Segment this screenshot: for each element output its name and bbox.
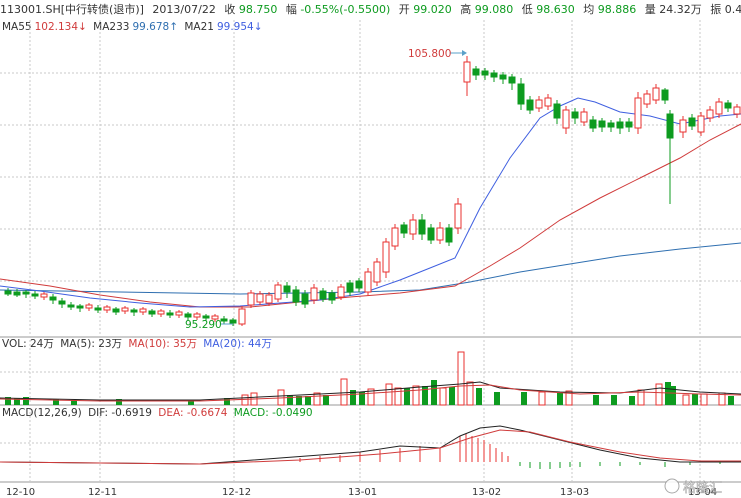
- x-tick-label: 13-01: [348, 487, 377, 498]
- ma55-label: MA55: [2, 21, 32, 33]
- high-marker-text: 105.800: [408, 48, 451, 60]
- low-marker-text: 95.290: [185, 319, 222, 331]
- macd-legend: MACD(12,26,9) DIF: -0.6919 DEA: -0.6674 …: [2, 406, 316, 420]
- x-axis: 12-10 12-11 12-12 13-01 13-02 13-03 13-0…: [6, 487, 717, 498]
- candlesticks: [4, 56, 741, 326]
- volume-label: 量: [644, 3, 656, 16]
- vol-label: VOL: 24万: [2, 338, 54, 350]
- open-value: 99.020: [413, 3, 452, 16]
- vol-ma5: MA(5): 23万: [60, 338, 123, 350]
- ma21-label: MA21: [184, 21, 214, 33]
- close-value: 98.750: [238, 3, 278, 16]
- high-value: 99.080: [474, 3, 514, 16]
- ma55-value: 102.134↓: [34, 21, 87, 33]
- macd-dea: DEA: -0.6674: [158, 407, 228, 419]
- price-grid: [0, 72, 741, 444]
- volume-legend: VOL: 24万 MA(5): 23万 MA(10): 35万 MA(20): …: [2, 337, 275, 351]
- low-value: 98.630: [536, 3, 575, 16]
- ma233-value: 99.678↑: [132, 21, 179, 33]
- ma55-line: [0, 123, 741, 308]
- avg-value: 98.886: [597, 3, 637, 16]
- watermark-logo-icon: [664, 478, 680, 494]
- symbol-label[interactable]: 113001.SH[中行转债(退市)]: [0, 3, 144, 16]
- x-tick-label: 12-10: [6, 487, 35, 498]
- low-label: 低: [521, 3, 533, 16]
- date-label: 2013/07/22: [152, 3, 216, 16]
- watermark: 格隆汇: [664, 478, 722, 496]
- high-annotation: 105.800: [408, 48, 467, 60]
- ma233-label: MA233: [93, 21, 130, 33]
- ma233-line: [0, 242, 741, 295]
- macd-label: MACD(12,26,9): [2, 407, 82, 419]
- amplitude-value: 0.45%: [724, 3, 741, 16]
- quote-header: 113001.SH[中行转债(退市)] 2013/07/22 收 98.750 …: [0, 0, 741, 20]
- avg-label: 均: [583, 3, 595, 16]
- macd-dif: DIF: -0.6919: [88, 407, 152, 419]
- x-tick-label: 12-12: [222, 487, 251, 498]
- ma-legend: MA55 102.134↓ MA233 99.678↑ MA21 99.954↓: [2, 20, 266, 34]
- volume-value: 24.32万: [659, 3, 702, 16]
- ma21-line: [0, 97, 741, 308]
- change-value: -0.55%(-0.5500): [300, 3, 391, 16]
- watermark-text: 格隆汇: [683, 480, 722, 496]
- high-label: 高: [460, 3, 472, 16]
- macd-value: MACD: -0.0490: [233, 407, 313, 419]
- close-label: 收: [224, 3, 236, 16]
- ma21-value: 99.954↓: [216, 21, 263, 33]
- macd-histogram: [0, 425, 741, 469]
- x-tick-label: 12-11: [88, 487, 117, 498]
- x-tick-label: 13-04: [688, 487, 717, 498]
- amplitude-label: 振: [710, 3, 722, 16]
- volume-bars: [0, 351, 741, 406]
- low-annotation: 95.290: [185, 319, 233, 331]
- vol-ma20: MA(20): 44万: [203, 338, 272, 350]
- vol-ma10: MA(10): 35万: [128, 338, 197, 350]
- open-label: 开: [398, 3, 410, 16]
- x-tick-label: 13-03: [560, 487, 589, 498]
- change-label: 幅: [285, 3, 297, 16]
- x-tick-label: 13-02: [472, 487, 501, 498]
